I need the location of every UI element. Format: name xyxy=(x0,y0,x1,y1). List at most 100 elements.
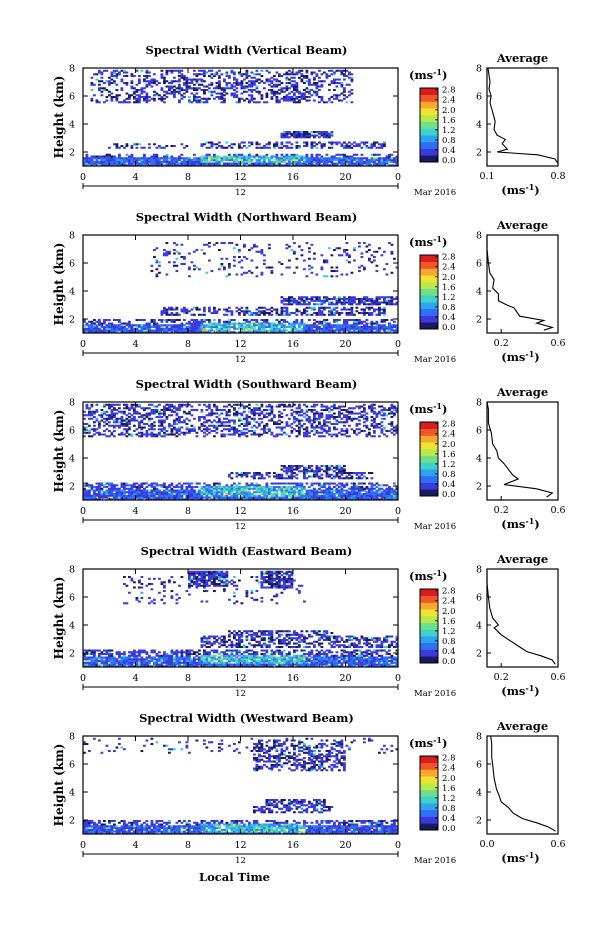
heatmap-cell xyxy=(133,424,136,427)
heatmap-cell xyxy=(245,312,249,315)
heatmap-cell xyxy=(273,90,276,93)
x-tick-label: 0 xyxy=(395,339,401,350)
heatmap-cell xyxy=(313,470,316,473)
heatmap-cell xyxy=(178,313,181,316)
heatmap-cell xyxy=(275,477,279,480)
heatmap-cell xyxy=(355,319,359,322)
heatmap-cell xyxy=(258,159,261,162)
heatmap-cell xyxy=(85,157,89,160)
heatmap-cell xyxy=(308,417,311,420)
heatmap-cell xyxy=(208,329,211,332)
heatmap-cell xyxy=(275,145,279,148)
heatmap-cell xyxy=(168,250,171,253)
heatmap-cell xyxy=(218,487,221,490)
heatmap-cell xyxy=(133,157,136,160)
heatmap-cell xyxy=(330,164,334,167)
heatmap-cell xyxy=(160,324,164,327)
heatmap-cell xyxy=(90,414,94,417)
heatmap-cell xyxy=(133,87,136,90)
heatmap-cell xyxy=(265,308,269,311)
heatmap-cell xyxy=(135,324,139,327)
heatmap-cell xyxy=(215,426,219,429)
heatmap-cell xyxy=(385,327,389,330)
heatmap-cell xyxy=(140,498,144,501)
heatmap-cell xyxy=(210,162,214,165)
heatmap-cell xyxy=(130,73,134,76)
heatmap-cell xyxy=(350,326,354,329)
heatmap-cell xyxy=(118,327,121,330)
heatmap-cell xyxy=(153,410,156,413)
heatmap-cell xyxy=(240,473,244,476)
heatmap-cell xyxy=(203,428,206,431)
heatmap-cell xyxy=(378,164,381,167)
heatmap-cell xyxy=(388,157,391,160)
heatmap-cell xyxy=(120,484,124,487)
heatmap-cell xyxy=(235,94,239,97)
heatmap-cell xyxy=(100,71,104,74)
heatmap-cell xyxy=(203,327,206,330)
heatmap-cell xyxy=(240,146,244,149)
heatmap-cell xyxy=(238,491,241,494)
heatmap-cell xyxy=(125,482,129,485)
heatmap-cell xyxy=(225,92,229,95)
heatmap-cell xyxy=(280,310,284,313)
heatmap-cell xyxy=(155,498,159,501)
heatmap-cell xyxy=(105,482,109,485)
heatmap-cell xyxy=(193,409,196,412)
heatmap-cell xyxy=(143,75,146,78)
heatmap-cell xyxy=(208,319,211,322)
heatmap-cell xyxy=(323,319,326,322)
heatmap-cell xyxy=(338,319,341,322)
heatmap-cell xyxy=(93,410,96,413)
heatmap-cell xyxy=(175,435,179,438)
heatmap-cell xyxy=(230,87,234,90)
heatmap-cell xyxy=(348,319,351,322)
heatmap-cell xyxy=(178,494,181,497)
heatmap-cell xyxy=(163,78,166,81)
heatmap-cell xyxy=(358,266,361,269)
heatmap-cell xyxy=(343,164,346,167)
heatmap-cell xyxy=(228,331,231,334)
heatmap-cell xyxy=(233,430,236,433)
heatmap-cell xyxy=(375,298,379,301)
heatmap-cell xyxy=(198,416,201,419)
heatmap-cell xyxy=(253,496,256,499)
heatmap-cell xyxy=(248,496,251,499)
heatmap-cell xyxy=(178,493,181,496)
heatmap-cell xyxy=(85,324,89,327)
heatmap-cell xyxy=(118,320,121,323)
colorbar-tick-label: 1.6 xyxy=(442,116,456,126)
heatmap-cell xyxy=(365,250,369,253)
heatmap-cell xyxy=(173,494,176,497)
heatmap-cell xyxy=(178,327,181,330)
heatmap-cell xyxy=(93,160,96,163)
heatmap-cell xyxy=(328,134,331,137)
heatmap-cell xyxy=(383,327,386,330)
heatmap-cell xyxy=(135,101,139,104)
heatmap-cell xyxy=(220,486,224,489)
heatmap-cell xyxy=(140,486,144,489)
heatmap-cell xyxy=(260,94,264,97)
heatmap-cell xyxy=(295,412,299,415)
heatmap-cell xyxy=(280,146,284,149)
heatmap-cell xyxy=(138,164,141,167)
heatmap-cell xyxy=(235,472,239,475)
heatmap-cell xyxy=(98,484,101,487)
heatmap-cell xyxy=(168,160,171,163)
heatmap-cell xyxy=(170,414,174,417)
heatmap-cell xyxy=(208,322,211,325)
heatmap-cell xyxy=(153,164,156,167)
heatmap-cell xyxy=(190,486,194,489)
heatmap-cell xyxy=(183,327,186,330)
heatmap-cell xyxy=(148,433,151,436)
heatmap-cell xyxy=(210,424,214,427)
heatmap-cell xyxy=(200,409,204,412)
heatmap-cell xyxy=(110,160,114,163)
heatmap-cell xyxy=(328,301,331,304)
heatmap-cell xyxy=(143,160,146,163)
heatmap-cell xyxy=(380,160,384,163)
heatmap-cell xyxy=(300,254,304,257)
heatmap-cell xyxy=(303,326,306,329)
heatmap-cell xyxy=(363,298,366,301)
heatmap-cell xyxy=(160,435,164,438)
